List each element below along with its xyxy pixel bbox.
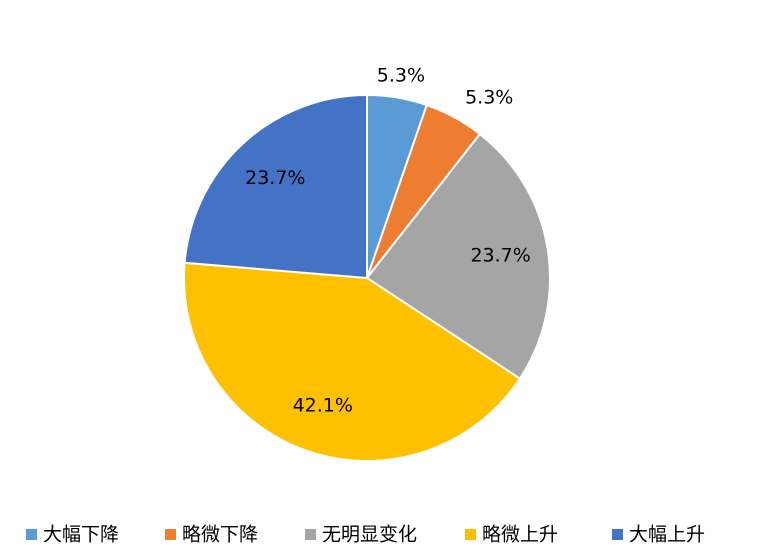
data-label: 42.1% <box>293 394 353 416</box>
legend-swatch <box>165 529 176 540</box>
legend-label: 无明显变化 <box>322 524 417 546</box>
data-label: 23.7% <box>245 167 305 189</box>
data-label: 5.3% <box>377 64 425 86</box>
legend-swatch <box>612 529 623 540</box>
pie-slice <box>183 261 522 462</box>
legend-swatch <box>26 529 37 540</box>
legend-label: 大幅上升 <box>629 524 705 546</box>
pie-slice <box>365 132 551 381</box>
legend-label: 略微上升 <box>482 524 558 546</box>
legend-swatch <box>465 529 476 540</box>
data-label: 23.7% <box>470 245 530 267</box>
legend-swatch <box>305 529 316 540</box>
pie-slice <box>183 93 368 280</box>
data-label: 5.3% <box>465 86 513 108</box>
legend-label: 大幅下降 <box>43 524 119 546</box>
legend-label: 略微下降 <box>182 524 258 546</box>
